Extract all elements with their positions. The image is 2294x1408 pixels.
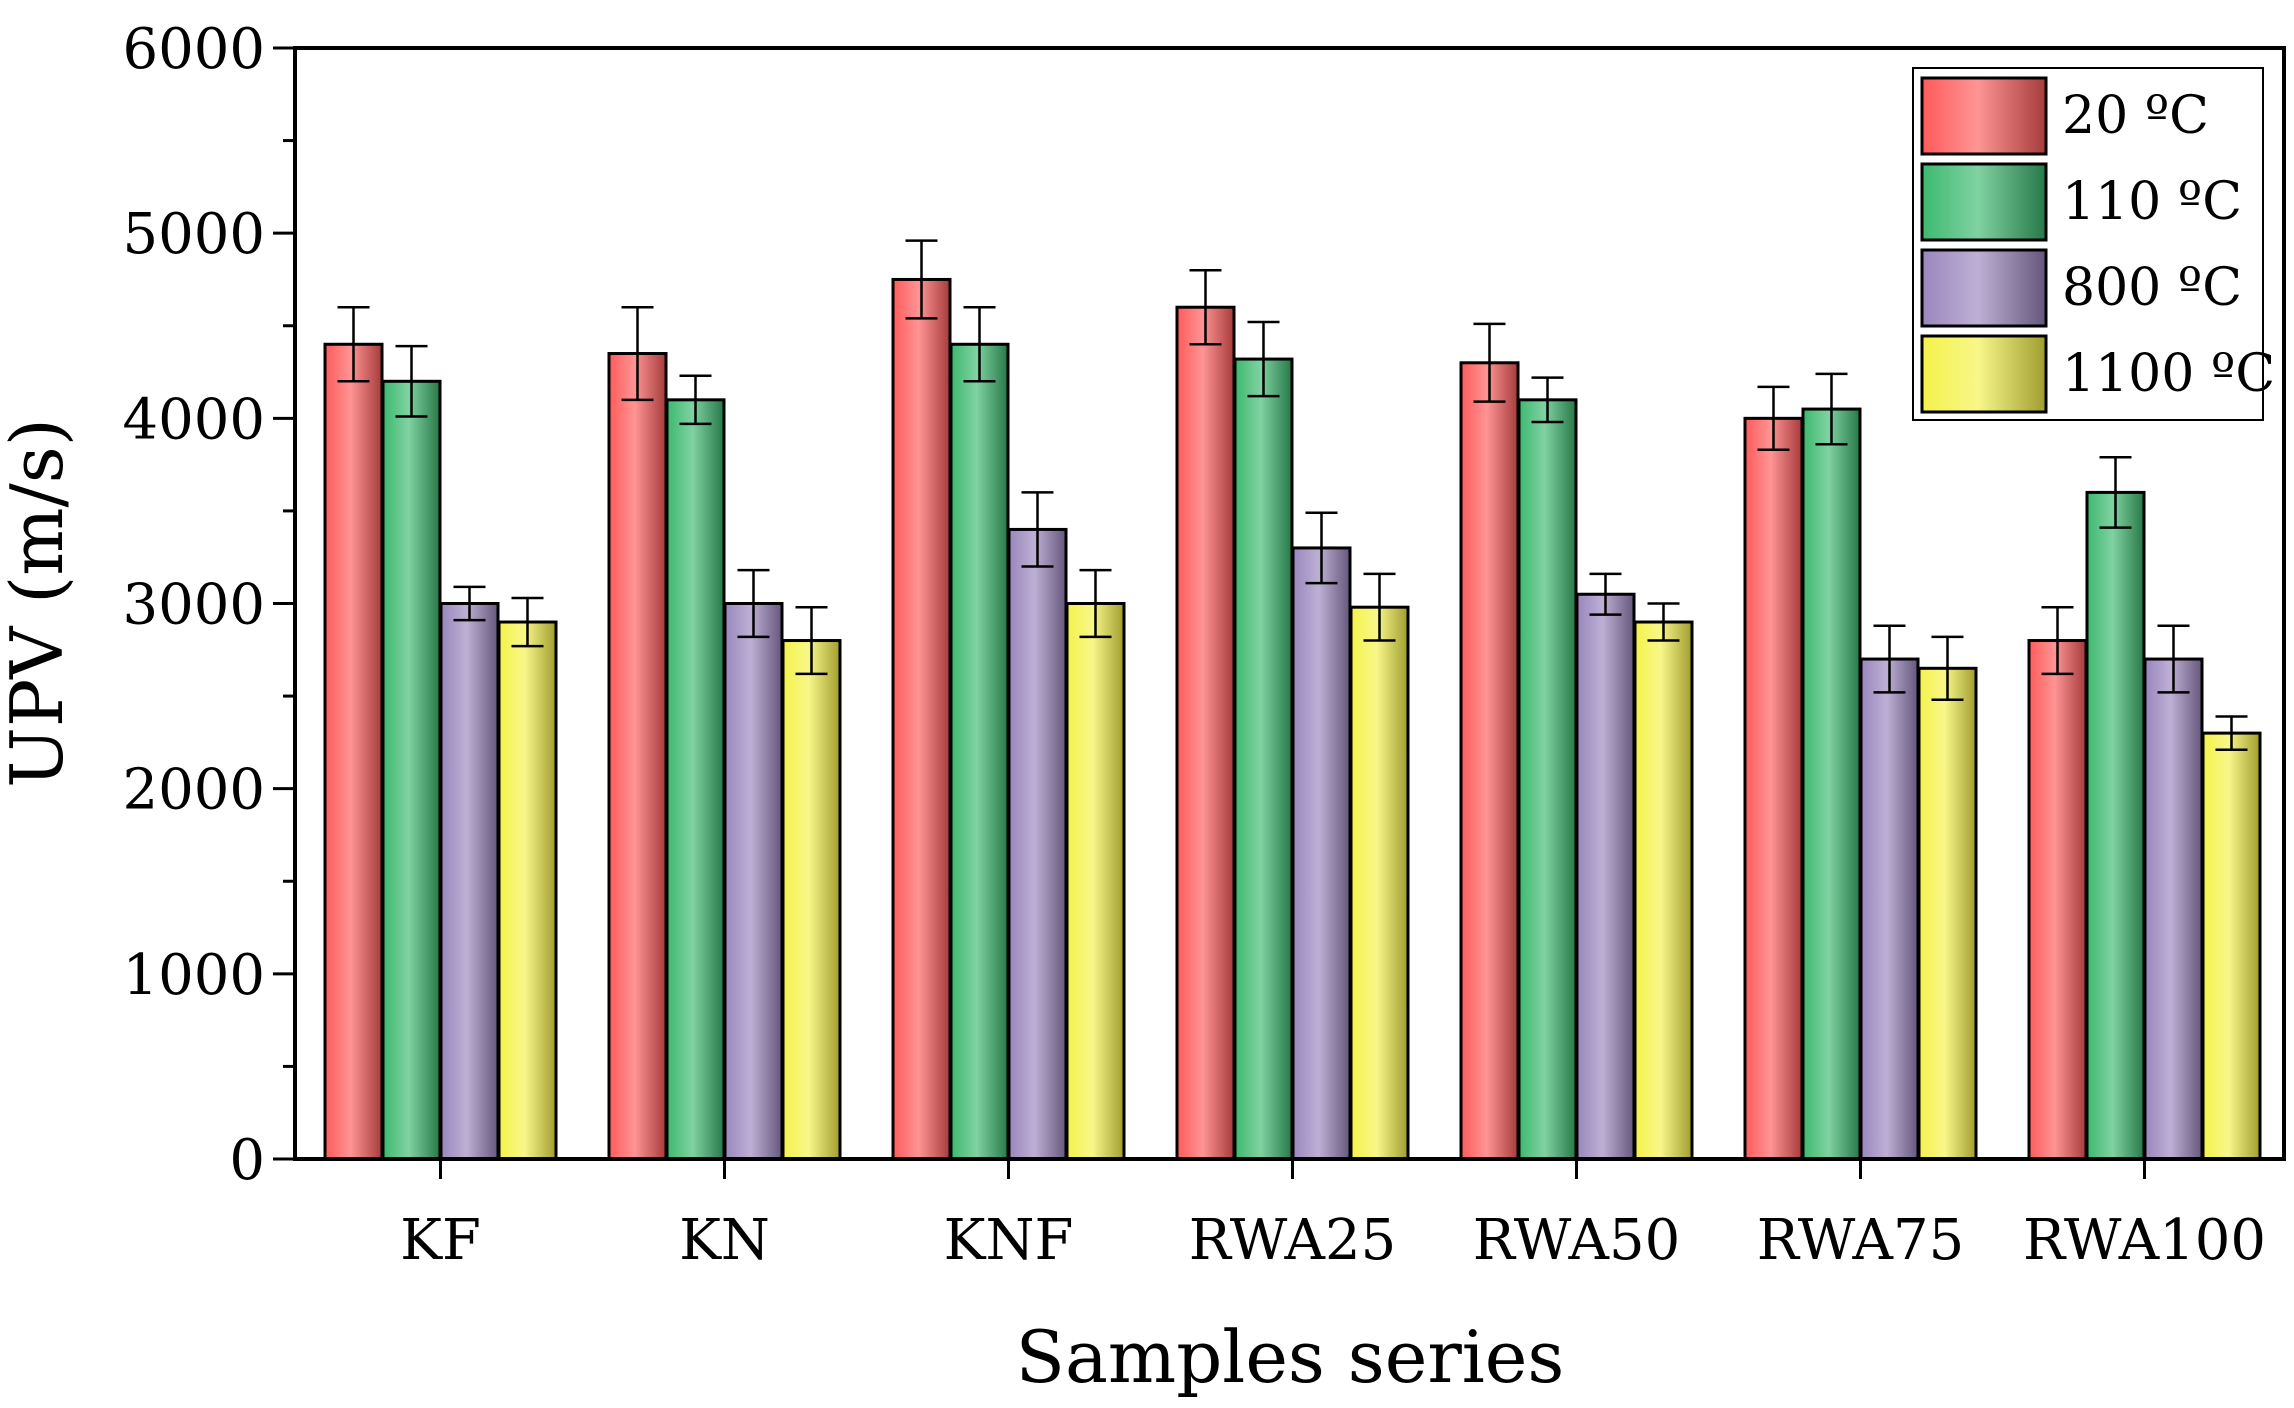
error-bar-KN-110 ºC: [679, 374, 712, 426]
x-tick-label: RWA100: [2023, 1208, 2266, 1273]
error-bar-RWA50-110 ºC: [1531, 376, 1564, 424]
error-bar-KF-110 ºC: [395, 344, 428, 418]
error-bar-RWA75-110 ºC: [1815, 372, 1848, 446]
bar-RWA100-110 ºC: [2085, 490, 2146, 1161]
y-tick-label: 1000: [122, 943, 265, 1008]
legend-swatch-800 ºC: [1920, 248, 2048, 328]
bar-KN-800 ºC: [723, 602, 784, 1161]
error-bar-KN-800 ºC: [737, 568, 770, 639]
bar-RWA25-1100 ºC: [1349, 605, 1410, 1161]
legend: 20 ºC 110 ºC 800 ºC 1100 ºC: [1912, 67, 2275, 421]
error-bar-RWA100-1100 ºC: [2215, 715, 2248, 752]
error-bar-KN-20 ºC: [621, 305, 654, 402]
bar-KN-110 ºC: [665, 398, 726, 1161]
error-bar-RWA25-20 ºC: [1189, 268, 1222, 346]
legend-label-800 ºC: 800 ºC: [2062, 258, 2242, 318]
error-bar-RWA100-800 ºC: [2157, 624, 2190, 694]
y-axis-title: UPV (m/s): [0, 418, 79, 788]
bar-KNF-1100 ºC: [1065, 602, 1126, 1161]
x-tick-label: KF: [400, 1208, 481, 1273]
error-bar-RWA25-110 ºC: [1247, 320, 1280, 398]
bar-RWA50-110 ºC: [1517, 398, 1578, 1161]
y-tick-label: 5000: [122, 202, 265, 267]
bar-RWA75-20 ºC: [1743, 416, 1804, 1161]
bar-RWA100-800 ºC: [2143, 657, 2204, 1161]
y-tick-label: 3000: [122, 573, 265, 638]
error-bar-KF-1100 ºC: [511, 596, 544, 648]
bar-RWA100-1100 ºC: [2201, 731, 2262, 1161]
error-bar-KF-800 ºC: [453, 585, 486, 622]
error-bar-RWA50-20 ºC: [1473, 322, 1506, 403]
bar-RWA100-20 ºC: [2027, 639, 2088, 1161]
y-axis: 0 1000 2000 3000 4000 5000 6000: [122, 17, 295, 1193]
bar-RWA25-20 ºC: [1175, 305, 1236, 1161]
bar-RWA50-1100 ºC: [1633, 620, 1694, 1161]
bar-RWA25-110 ºC: [1233, 357, 1294, 1161]
y-tick-label: 6000: [122, 17, 265, 82]
x-axis-title: Samples series: [1016, 1315, 1565, 1399]
error-bars-layer: [337, 239, 2248, 752]
bar-KF-110 ºC: [381, 379, 442, 1161]
bar-KNF-800 ºC: [1007, 527, 1068, 1161]
legend-label-20 ºC: 20 ºC: [2062, 86, 2209, 146]
error-bar-RWA100-20 ºC: [2041, 605, 2074, 676]
bar-KN-1100 ºC: [781, 639, 842, 1161]
x-tick-label: RWA25: [1189, 1208, 1396, 1273]
bar-KF-1100 ºC: [497, 620, 558, 1161]
bar-RWA50-800 ºC: [1575, 592, 1636, 1161]
bar-RWA25-800 ºC: [1291, 546, 1352, 1161]
bar-KF-20 ºC: [323, 342, 384, 1161]
bars-layer: [323, 277, 2262, 1161]
error-bar-KNF-1100 ºC: [1079, 568, 1112, 639]
x-tick-label: KN: [679, 1208, 770, 1273]
x-axis: KF KN KNF RWA25 RWA50 RWA75 RWA100: [400, 1159, 2266, 1273]
error-bar-RWA100-110 ºC: [2099, 455, 2132, 529]
bar-RWA50-20 ºC: [1459, 361, 1520, 1161]
bar-KNF-20 ºC: [891, 277, 952, 1161]
error-bar-KN-1100 ºC: [795, 605, 828, 676]
error-bar-RWA50-800 ºC: [1589, 572, 1622, 616]
x-tick-label: KNF: [944, 1208, 1074, 1273]
bar-KNF-110 ºC: [949, 342, 1010, 1161]
error-bar-KF-20 ºC: [337, 305, 370, 383]
legend-swatch-1100 ºC: [1920, 334, 2048, 414]
bar-RWA75-1100 ºC: [1917, 666, 1978, 1161]
error-bar-RWA75-800 ºC: [1873, 624, 1906, 694]
error-bar-RWA50-1100 ºC: [1647, 602, 1680, 642]
x-tick-label: RWA50: [1473, 1208, 1680, 1273]
legend-label-1100 ºC: 1100 ºC: [2062, 344, 2275, 404]
y-tick-label: 2000: [122, 758, 265, 823]
y-tick-label: 4000: [122, 387, 265, 452]
error-bar-RWA25-1100 ºC: [1363, 572, 1396, 642]
error-bar-RWA25-800 ºC: [1305, 511, 1338, 585]
bar-KN-20 ºC: [607, 352, 668, 1161]
x-tick-label: RWA75: [1757, 1208, 1964, 1273]
bar-KF-800 ºC: [439, 602, 500, 1161]
bar-RWA75-110 ºC: [1801, 407, 1862, 1161]
legend-swatch-20 ºC: [1920, 76, 2048, 156]
error-bar-KNF-20 ºC: [905, 239, 938, 320]
error-bar-RWA75-1100 ºC: [1931, 635, 1964, 702]
bar-RWA75-800 ºC: [1859, 657, 1920, 1161]
error-bar-KNF-800 ºC: [1021, 491, 1054, 568]
legend-label-110 ºC: 110 ºC: [2062, 172, 2242, 232]
error-bar-KNF-110 ºC: [963, 305, 996, 383]
legend-swatch-110 ºC: [1920, 162, 2048, 242]
y-tick-label: 0: [229, 1128, 265, 1193]
error-bar-RWA75-20 ºC: [1757, 385, 1790, 452]
